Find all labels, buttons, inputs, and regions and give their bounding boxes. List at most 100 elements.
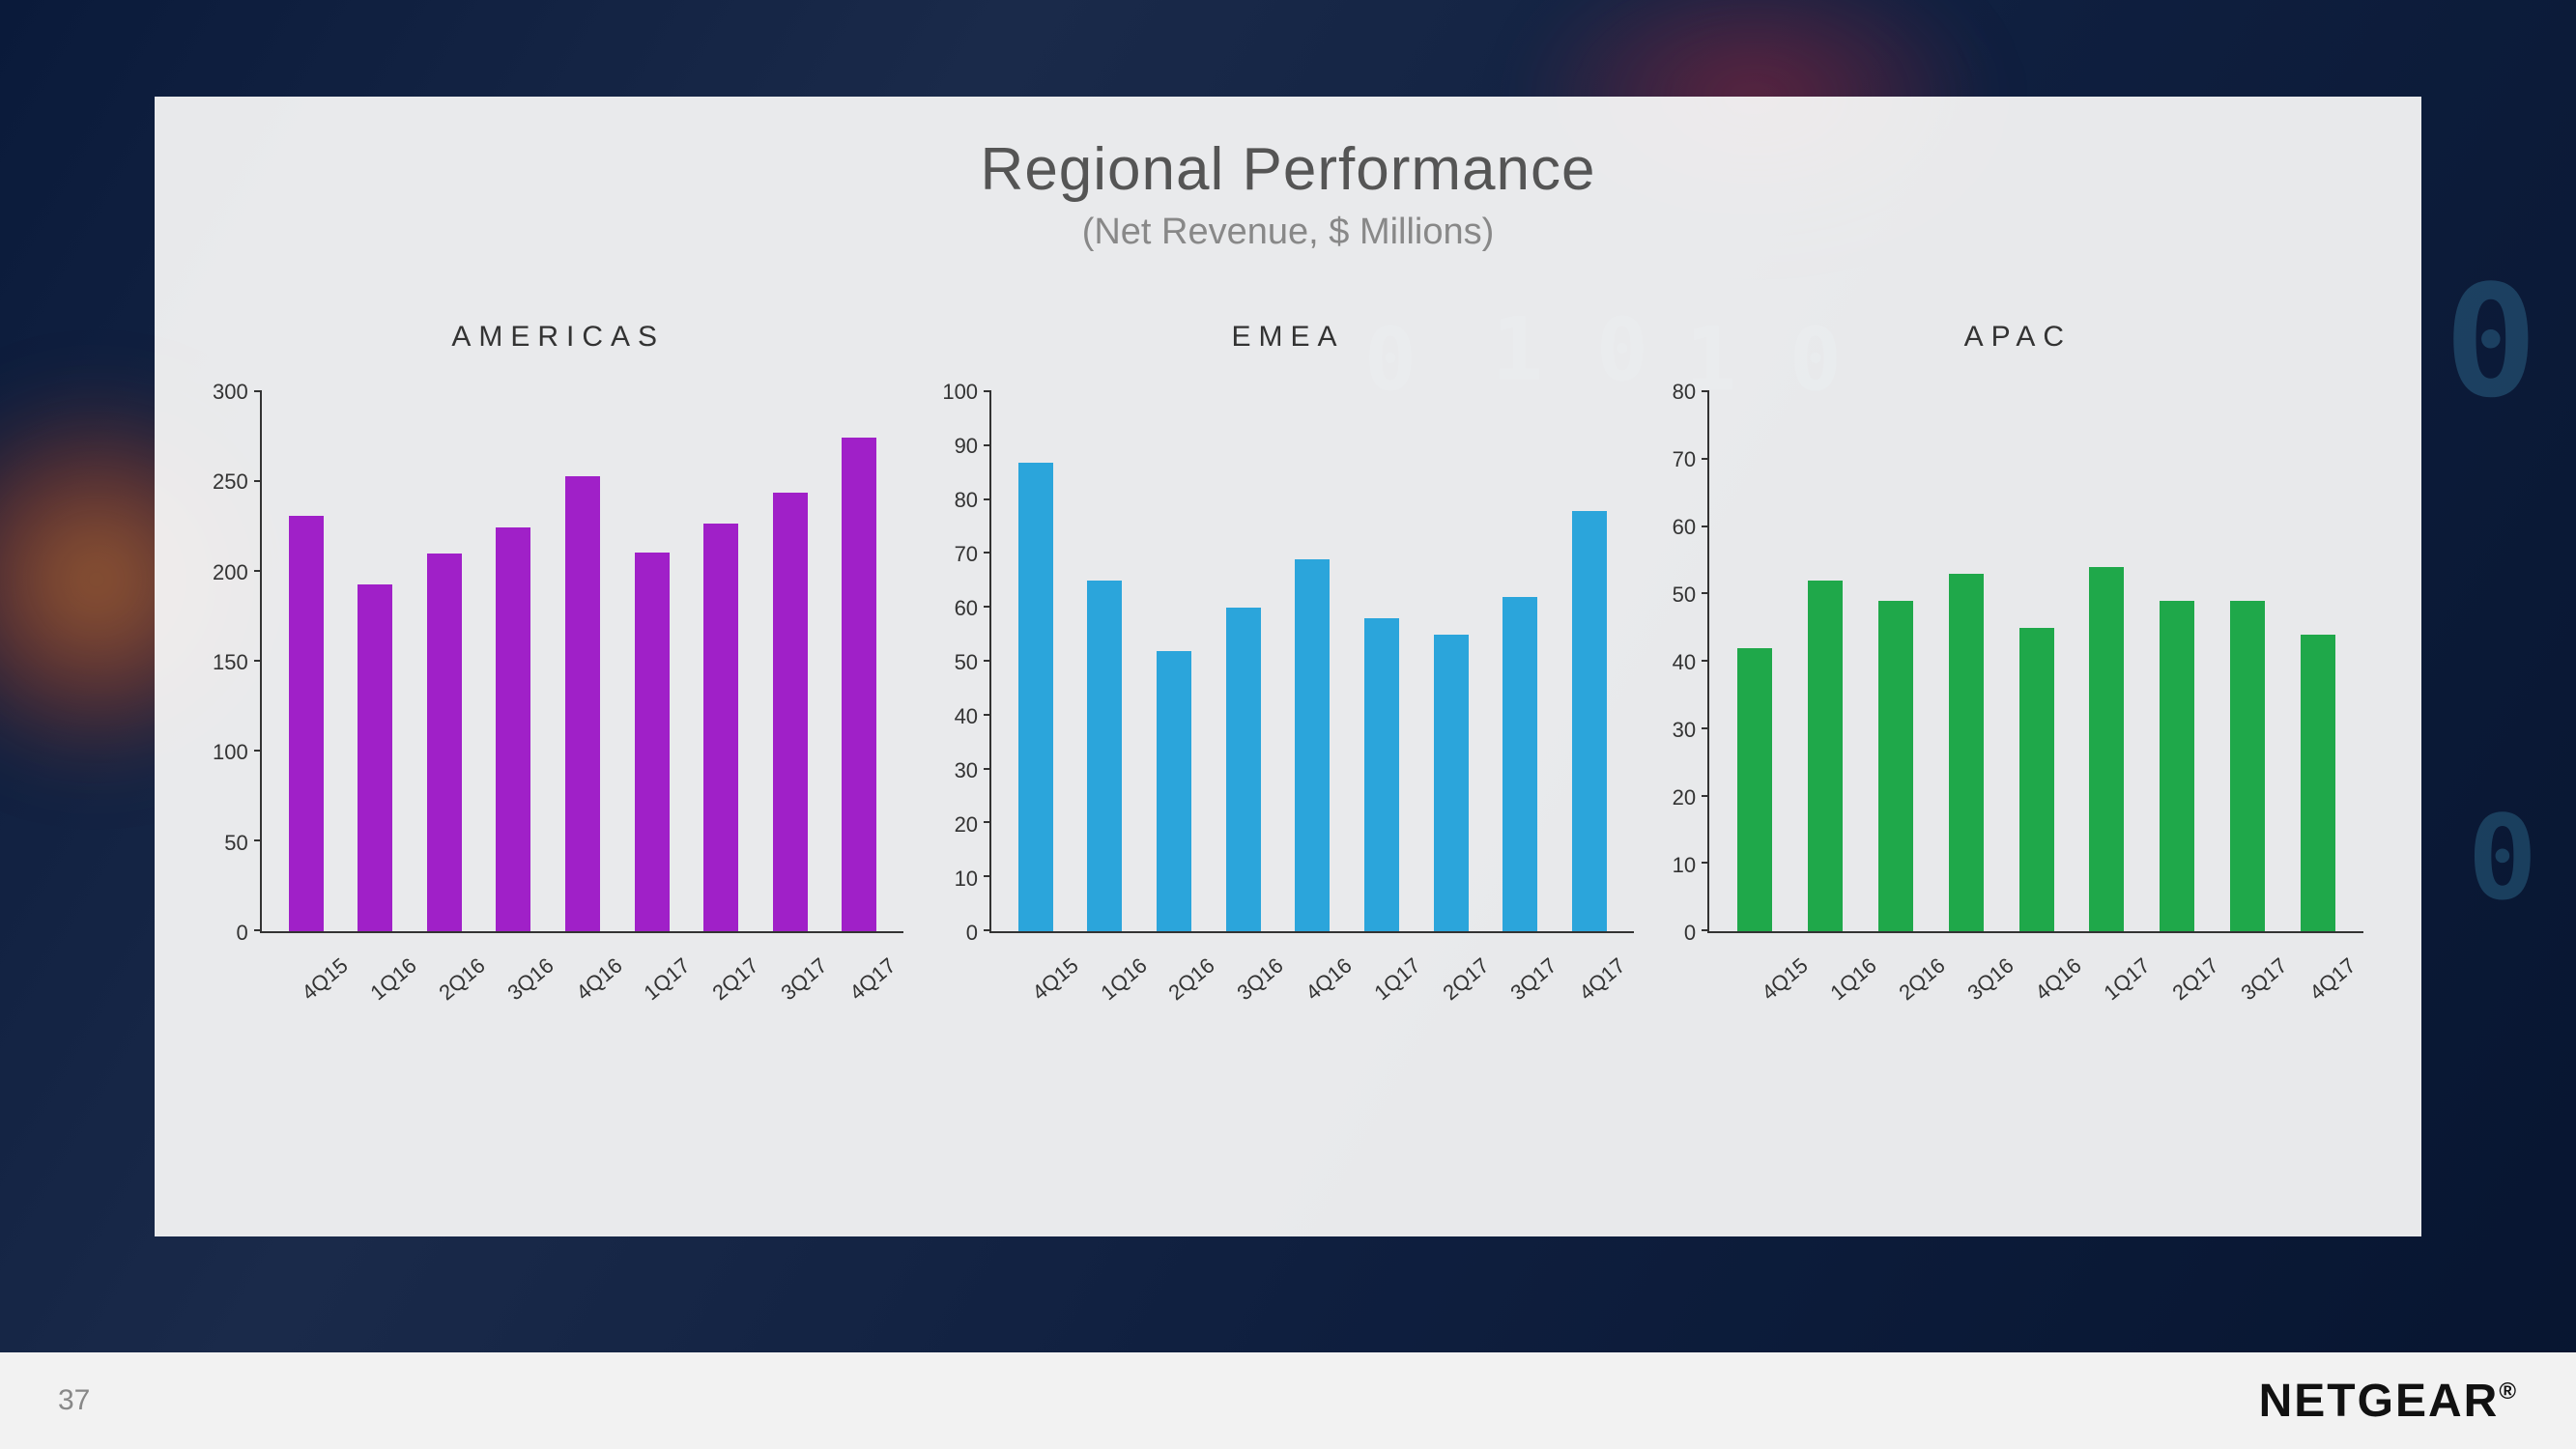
chart-plot: 0102030405060708090100: [942, 392, 1633, 933]
y-tick-mark: [254, 480, 262, 482]
bar: [496, 527, 530, 932]
x-tick-label: 4Q16: [571, 964, 614, 1006]
y-tick-mark: [1702, 458, 1709, 460]
footer-bar: 37 NETGEAR®: [0, 1352, 2576, 1449]
bar: [1572, 511, 1607, 931]
x-axis: 4Q151Q162Q163Q164Q161Q172Q173Q174Q17: [1729, 947, 2363, 972]
y-tick-mark: [1702, 390, 1709, 392]
bar: [635, 553, 670, 931]
x-tick-label: 2Q17: [2167, 964, 2210, 1006]
y-tick-mark: [1702, 795, 1709, 797]
y-tick-mark: [984, 390, 991, 392]
x-tick-label: 4Q16: [2031, 964, 2074, 1006]
y-tick-mark: [984, 660, 991, 662]
background-digit: 0: [2445, 251, 2537, 432]
x-tick-label: 1Q17: [640, 964, 682, 1006]
y-tick-mark: [984, 714, 991, 716]
bar: [773, 493, 808, 931]
y-axis: 0102030405060708090100: [942, 392, 989, 933]
x-tick-label: 4Q17: [844, 964, 887, 1006]
x-axis-wrap: 4Q151Q162Q163Q164Q161Q172Q173Q174Q17: [942, 933, 1633, 972]
y-tick-mark: [984, 552, 991, 554]
y-tick-mark: [254, 660, 262, 662]
plot-area: [1707, 392, 2363, 933]
bar: [1018, 463, 1053, 931]
x-tick-label: 3Q17: [777, 964, 819, 1006]
x-tick-label: 2Q17: [1438, 964, 1480, 1006]
x-axis: 4Q151Q162Q163Q164Q161Q172Q173Q174Q17: [269, 947, 903, 972]
chart-emea: EMEA 0102030405060708090100 4Q151Q162Q163Q…: [942, 321, 1633, 972]
y-axis: 050100150200250300: [213, 392, 260, 933]
bar: [289, 516, 324, 931]
bar: [1226, 608, 1261, 931]
chart-apac: APAC 01020304050607080 4Q151Q162Q163Q164Q1…: [1673, 321, 2363, 972]
x-tick-label: 3Q16: [1962, 964, 2005, 1006]
x-tick-label: 4Q16: [1301, 964, 1343, 1006]
x-tick-label: 4Q17: [1575, 964, 1617, 1006]
y-tick-mark: [984, 768, 991, 770]
x-tick-label: 2Q16: [1894, 964, 1936, 1006]
bar: [1295, 559, 1330, 931]
x-tick-label: 3Q17: [1506, 964, 1549, 1006]
x-tick-label: 4Q17: [2304, 964, 2347, 1006]
bar: [427, 554, 462, 931]
x-tick-label: 1Q16: [1096, 964, 1138, 1006]
x-tick-label: 2Q16: [434, 964, 476, 1006]
x-tick-label: 1Q17: [1369, 964, 1412, 1006]
bar: [1737, 648, 1772, 931]
bar: [2089, 567, 2124, 931]
bar: [1878, 601, 1913, 931]
bar: [1157, 651, 1191, 931]
y-tick-mark: [984, 821, 991, 823]
bar: [2019, 628, 2054, 931]
x-tick-label: 2Q17: [708, 964, 751, 1006]
chart-title: APAC: [1964, 321, 2072, 354]
chart-title: EMEA: [1231, 321, 1344, 354]
slide-title: Regional Performance: [213, 135, 2363, 204]
x-tick-label: 4Q15: [298, 964, 340, 1006]
y-tick-mark: [984, 606, 991, 608]
x-tick-label: 4Q15: [1027, 964, 1070, 1006]
bar: [1434, 635, 1469, 931]
background-digit: 0: [2468, 792, 2537, 926]
chart-plot: 050100150200250300: [213, 392, 903, 933]
x-axis: 4Q151Q162Q163Q164Q161Q172Q173Q174Q17: [998, 947, 1633, 972]
slide-subtitle: (Net Revenue, $ Millions): [213, 212, 2363, 253]
x-tick-label: 1Q16: [1825, 964, 1868, 1006]
x-tick-label: 3Q16: [502, 964, 545, 1006]
x-tick-label: 3Q16: [1233, 964, 1275, 1006]
bar: [2160, 601, 2194, 931]
y-tick-mark: [984, 929, 991, 931]
bar: [842, 438, 876, 932]
chart-americas: AMERICAS 050100150200250300 4Q151Q162Q163Q…: [213, 321, 903, 972]
y-tick-mark: [1702, 862, 1709, 864]
y-tick-mark: [984, 875, 991, 877]
y-tick-mark: [1702, 592, 1709, 594]
bar: [703, 524, 738, 931]
y-tick-mark: [1702, 526, 1709, 527]
x-tick-label: 2Q16: [1164, 964, 1207, 1006]
x-tick-label: 4Q15: [1757, 964, 1799, 1006]
y-tick-mark: [254, 570, 262, 572]
x-tick-label: 1Q17: [2100, 964, 2142, 1006]
y-axis: 01020304050607080: [1673, 392, 1707, 933]
slide-panel: Regional Performance (Net Revenue, $ Mil…: [155, 97, 2421, 1236]
x-axis-wrap: 4Q151Q162Q163Q164Q161Q172Q173Q174Q17: [1673, 933, 2363, 972]
y-tick-mark: [1702, 929, 1709, 931]
bar: [358, 584, 392, 931]
y-tick-mark: [984, 498, 991, 500]
y-tick-mark: [254, 839, 262, 841]
y-tick-mark: [1702, 727, 1709, 729]
y-tick-mark: [254, 750, 262, 752]
bar: [1087, 581, 1122, 931]
bar: [2301, 635, 2335, 931]
y-tick-mark: [984, 444, 991, 446]
bar: [1949, 574, 1984, 931]
x-tick-label: 1Q16: [366, 964, 409, 1006]
page-number: 37: [58, 1384, 90, 1417]
y-tick-mark: [1702, 660, 1709, 662]
y-tick-mark: [254, 929, 262, 931]
chart-title: AMERICAS: [451, 321, 665, 354]
chart-plot: 01020304050607080: [1673, 392, 2363, 933]
charts-row: AMERICAS 050100150200250300 4Q151Q162Q163Q…: [213, 321, 2363, 972]
